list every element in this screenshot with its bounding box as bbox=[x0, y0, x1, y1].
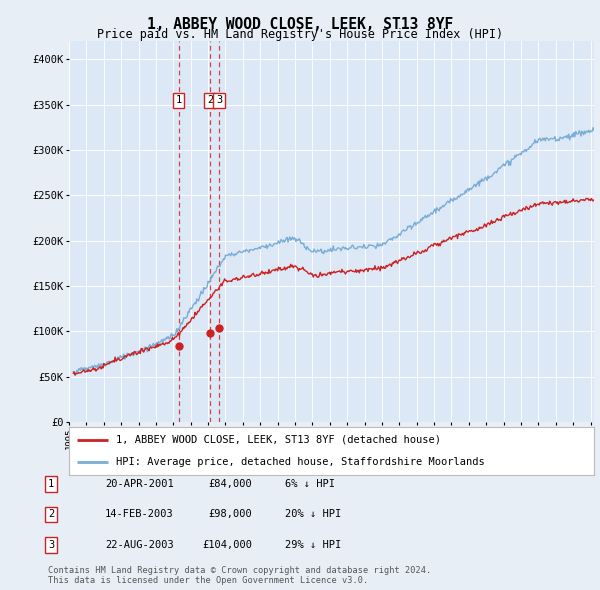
Text: £98,000: £98,000 bbox=[208, 510, 252, 519]
Text: 2: 2 bbox=[207, 95, 213, 105]
Text: 3: 3 bbox=[216, 95, 223, 105]
Text: 1, ABBEY WOOD CLOSE, LEEK, ST13 8YF (detached house): 1, ABBEY WOOD CLOSE, LEEK, ST13 8YF (det… bbox=[116, 435, 441, 445]
Text: Price paid vs. HM Land Registry's House Price Index (HPI): Price paid vs. HM Land Registry's House … bbox=[97, 28, 503, 41]
Text: Contains HM Land Registry data © Crown copyright and database right 2024.
This d: Contains HM Land Registry data © Crown c… bbox=[48, 566, 431, 585]
Text: 20% ↓ HPI: 20% ↓ HPI bbox=[285, 510, 341, 519]
Text: £104,000: £104,000 bbox=[202, 540, 252, 550]
Text: 29% ↓ HPI: 29% ↓ HPI bbox=[285, 540, 341, 550]
Text: 2: 2 bbox=[48, 510, 54, 519]
Text: 14-FEB-2003: 14-FEB-2003 bbox=[105, 510, 174, 519]
Text: HPI: Average price, detached house, Staffordshire Moorlands: HPI: Average price, detached house, Staf… bbox=[116, 457, 485, 467]
Text: 6% ↓ HPI: 6% ↓ HPI bbox=[285, 479, 335, 489]
Text: 1: 1 bbox=[48, 479, 54, 489]
Text: 1, ABBEY WOOD CLOSE, LEEK, ST13 8YF: 1, ABBEY WOOD CLOSE, LEEK, ST13 8YF bbox=[147, 17, 453, 31]
Text: 22-AUG-2003: 22-AUG-2003 bbox=[105, 540, 174, 550]
Text: 20-APR-2001: 20-APR-2001 bbox=[105, 479, 174, 489]
Text: 3: 3 bbox=[48, 540, 54, 550]
Text: 1: 1 bbox=[175, 95, 182, 105]
Text: £84,000: £84,000 bbox=[208, 479, 252, 489]
